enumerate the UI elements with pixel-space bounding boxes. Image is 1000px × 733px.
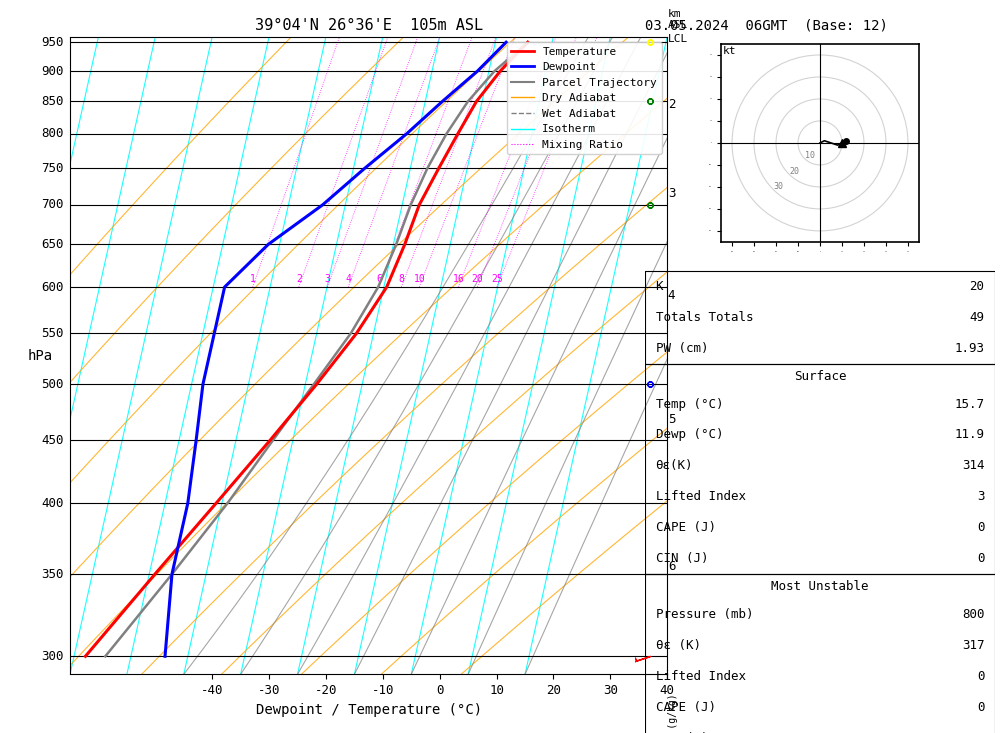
Text: LCL: LCL [668,34,688,45]
Text: 20: 20 [472,274,483,284]
Text: 800: 800 [962,608,984,621]
Text: 0: 0 [977,670,984,683]
Text: 3: 3 [668,187,675,200]
X-axis label: Dewpoint / Temperature (°C): Dewpoint / Temperature (°C) [256,703,482,717]
Text: 0: 0 [977,521,984,534]
Text: CIN (J): CIN (J) [656,732,708,733]
Text: Totals Totals: Totals Totals [656,311,753,324]
Legend: Temperature, Dewpoint, Parcel Trajectory, Dry Adiabat, Wet Adiabat, Isotherm, Mi: Temperature, Dewpoint, Parcel Trajectory… [507,43,662,155]
Text: 450: 450 [42,434,64,447]
Text: Most Unstable: Most Unstable [771,581,869,593]
Text: 25: 25 [491,274,503,284]
Text: 5: 5 [668,413,675,426]
Text: 3: 3 [977,490,984,504]
Text: 317: 317 [962,639,984,652]
Text: 314: 314 [962,460,984,473]
Text: 2: 2 [668,98,675,111]
Text: Temp (°C): Temp (°C) [656,397,723,410]
Text: 30: 30 [774,182,784,191]
Text: 0: 0 [977,701,984,714]
Text: θε(K): θε(K) [656,460,693,473]
Text: 20: 20 [789,166,799,176]
Text: CIN (J): CIN (J) [656,553,708,565]
Text: 6: 6 [376,274,382,284]
Text: 8: 8 [398,274,404,284]
Text: CAPE (J): CAPE (J) [656,521,716,534]
Text: Lifted Index: Lifted Index [656,670,746,683]
Text: θε (K): θε (K) [656,639,700,652]
Text: Surface: Surface [794,369,846,383]
Text: 10: 10 [413,274,425,284]
Text: 4: 4 [668,290,675,303]
Text: 20: 20 [970,280,984,292]
Text: 16: 16 [452,274,464,284]
Text: 650: 650 [42,238,64,251]
Text: km
ASL: km ASL [668,9,688,30]
Text: kt: kt [723,46,737,56]
Text: 850: 850 [42,95,64,108]
Text: 600: 600 [42,281,64,293]
Text: 3: 3 [324,274,330,284]
Text: Lifted Index: Lifted Index [656,490,746,504]
Text: Dewp (°C): Dewp (°C) [656,429,723,441]
Text: 2: 2 [296,274,302,284]
Text: 49: 49 [970,311,984,324]
Text: 300: 300 [42,649,64,663]
Text: K: K [656,280,663,292]
Text: PW (cm): PW (cm) [656,342,708,355]
Text: 03.05.2024  06GMT  (Base: 12): 03.05.2024 06GMT (Base: 12) [645,18,888,33]
Text: 950: 950 [42,36,64,48]
Text: Mixing Ratio (g/kg): Mixing Ratio (g/kg) [668,693,678,733]
Text: CAPE (J): CAPE (J) [656,701,716,714]
Text: 550: 550 [42,327,64,340]
Text: 10: 10 [805,151,815,161]
Text: 11.9: 11.9 [954,429,984,441]
Text: 4: 4 [345,274,351,284]
Text: 750: 750 [42,162,64,174]
Text: 6: 6 [668,560,675,573]
Text: 0: 0 [977,553,984,565]
Text: 500: 500 [42,377,64,391]
Text: 1: 1 [250,274,256,284]
Text: 800: 800 [42,128,64,140]
Text: Pressure (mb): Pressure (mb) [656,608,753,621]
Text: 350: 350 [42,567,64,581]
Title: 39°04'N 26°36'E  105m ASL: 39°04'N 26°36'E 105m ASL [255,18,483,33]
Text: 15.7: 15.7 [954,397,984,410]
Text: hPa: hPa [28,348,53,363]
Text: 400: 400 [42,496,64,509]
Text: 700: 700 [42,199,64,211]
Text: 1.93: 1.93 [954,342,984,355]
Text: 0: 0 [977,732,984,733]
Text: 900: 900 [42,65,64,78]
